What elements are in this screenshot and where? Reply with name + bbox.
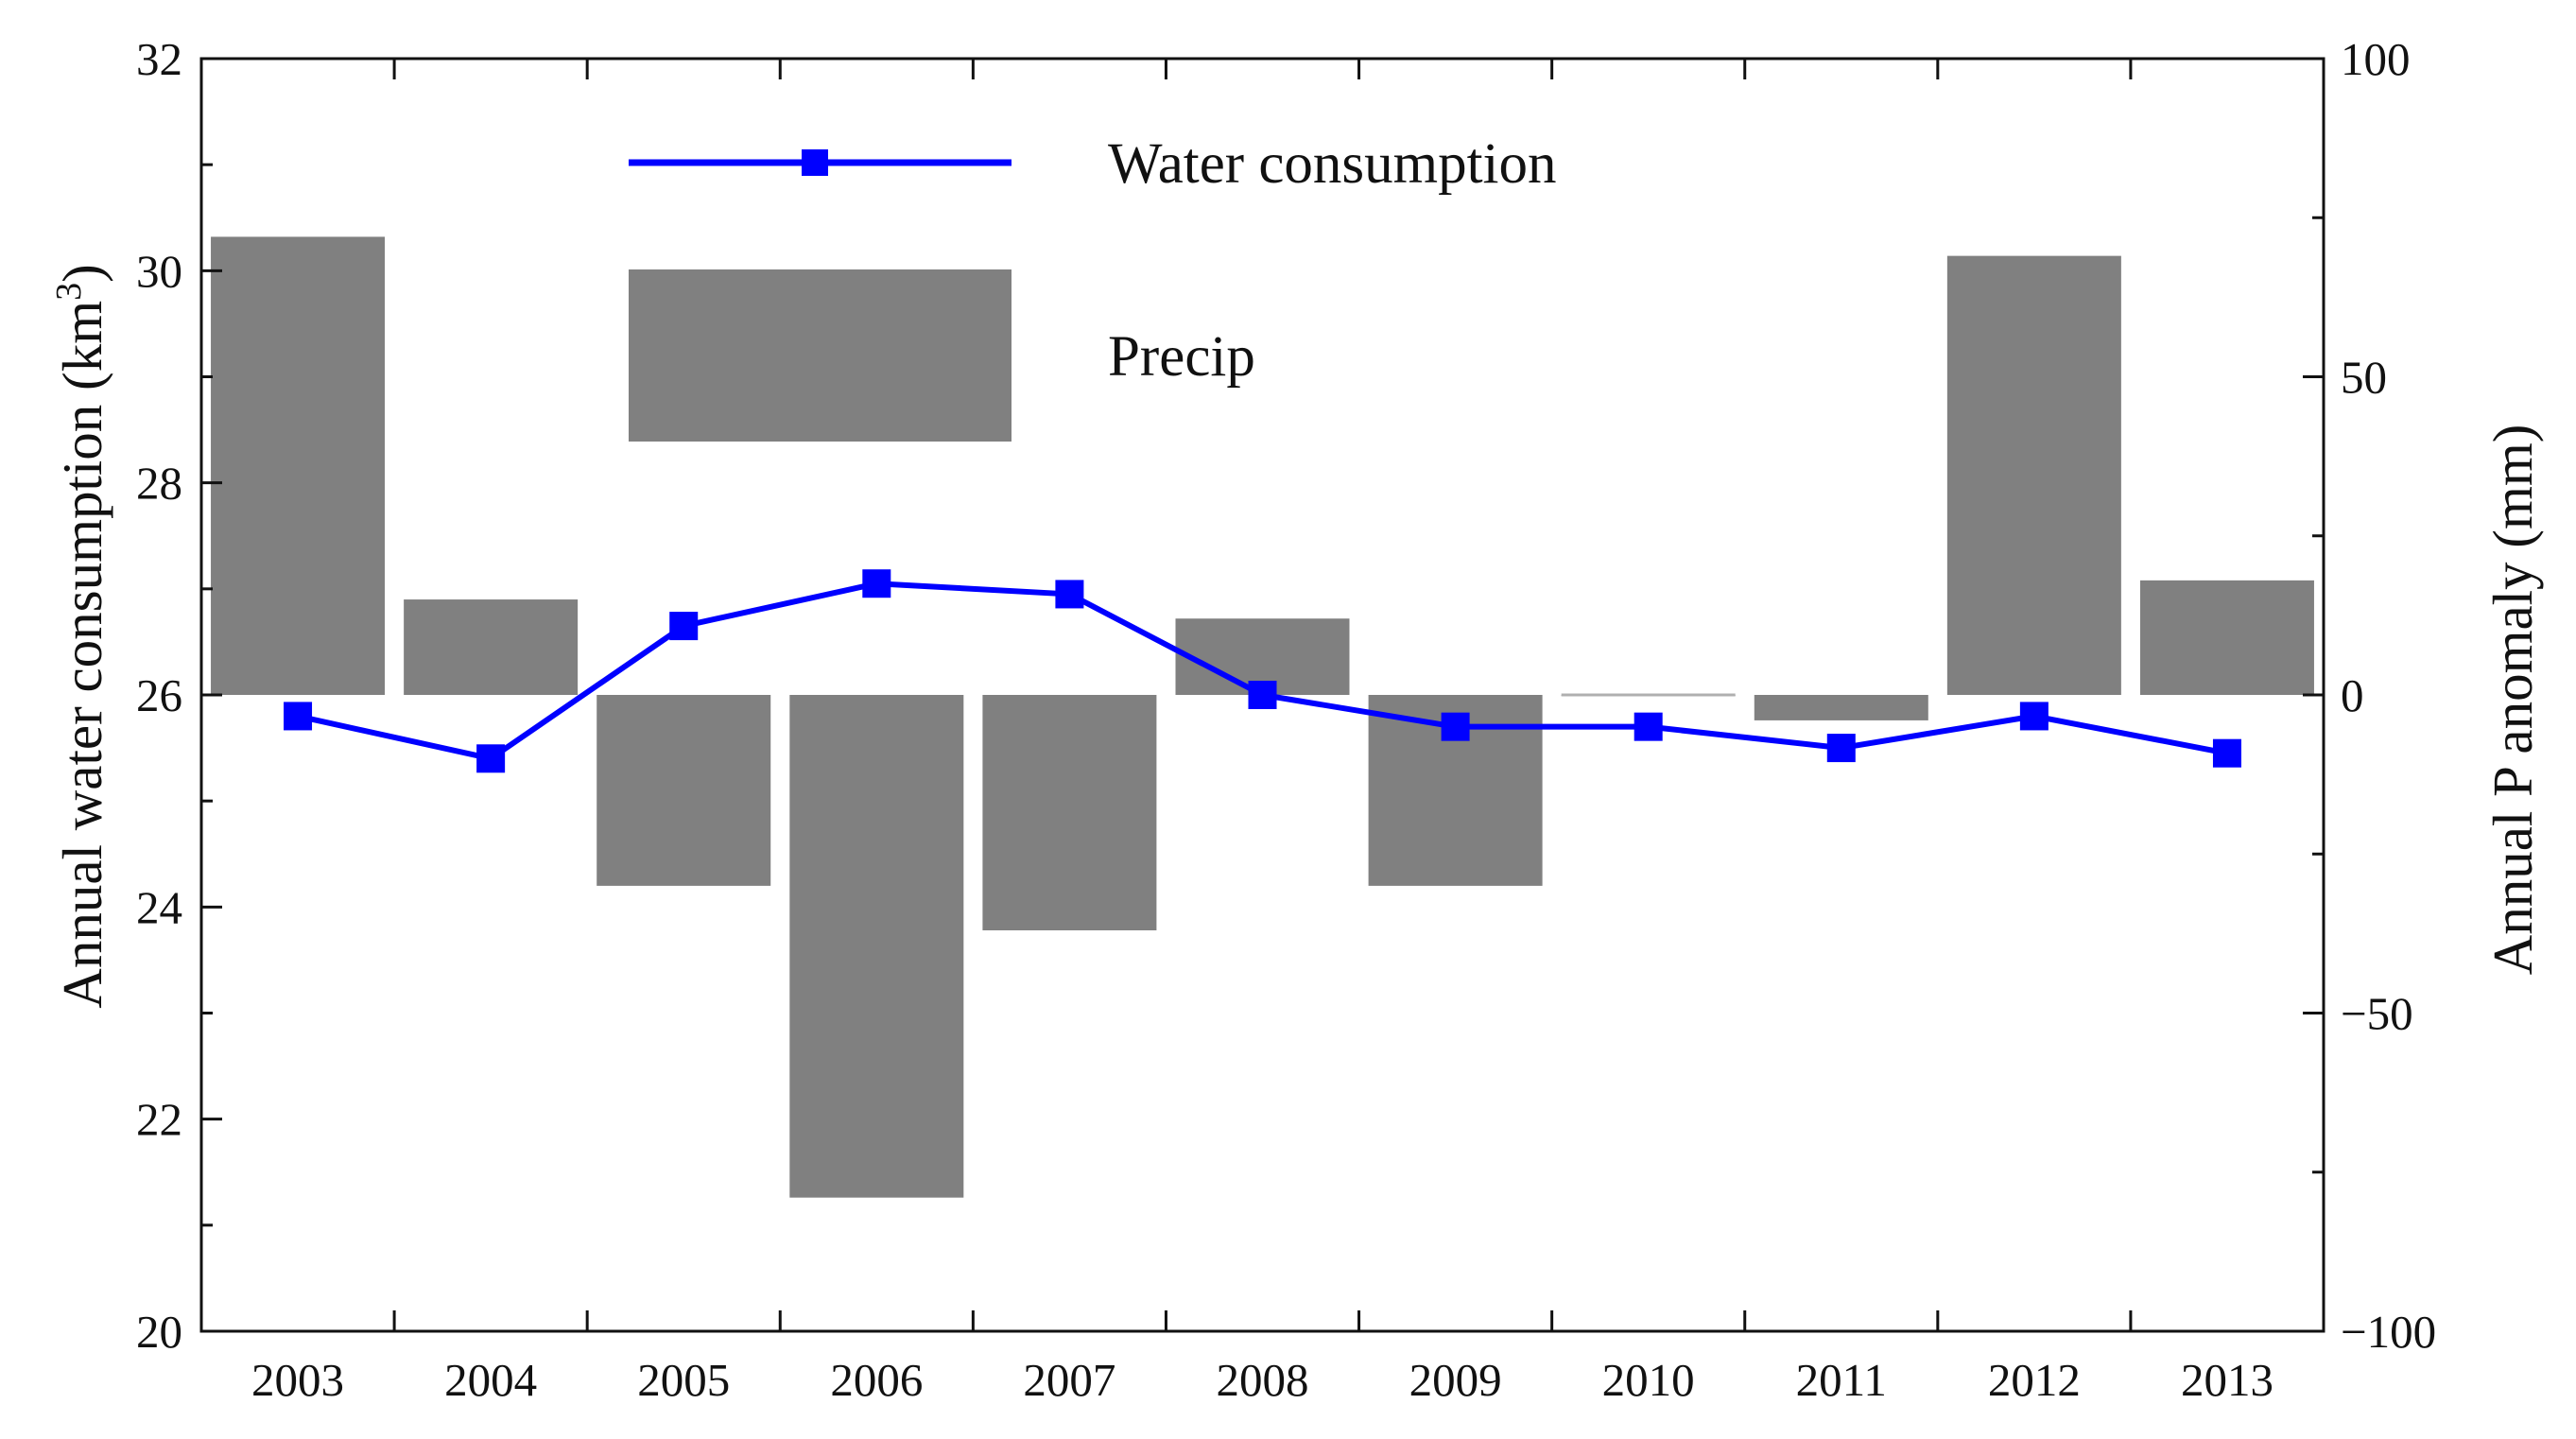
- water-consumption-point-2011: [1826, 734, 1856, 763]
- water-consumption-point-2012: [2019, 702, 2049, 731]
- x-tick-label-2004: 2004: [444, 1354, 537, 1406]
- y-left-tick-label-26: 26: [136, 669, 182, 721]
- precip-bar-2005: [596, 695, 771, 886]
- water-consumption-point-2006: [862, 569, 891, 598]
- y-left-tick-label-30: 30: [136, 245, 182, 297]
- legend-line-marker: [802, 149, 828, 176]
- y-left-tick-label-20: 20: [136, 1306, 182, 1358]
- x-tick-label-2007: 2007: [1023, 1354, 1115, 1406]
- water-consumption-point-2010: [1634, 712, 1663, 741]
- x-tick-label-2006: 2006: [830, 1354, 923, 1406]
- precip-bar-2012: [1946, 255, 2121, 695]
- precip-bars: [211, 236, 2314, 1198]
- precip-bar-2003: [211, 236, 386, 695]
- tick-labels: 20 22 24 26 28 30 32 −100 −50 0 50 100 2003 2004 2005 2…: [136, 33, 2436, 1406]
- legend-label-precip: Precip: [1108, 325, 1255, 389]
- y-left-tick-label-22: 22: [136, 1094, 182, 1146]
- legend-label-water-consumption: Water consumption: [1108, 132, 1557, 196]
- precip-bar-2007: [982, 695, 1157, 931]
- x-tick-label-2008: 2008: [1217, 1354, 1309, 1406]
- water-consumption-point-2007: [1055, 580, 1084, 609]
- water-consumption-point-2008: [1248, 681, 1277, 709]
- x-tick-label-2012: 2012: [1988, 1354, 2081, 1406]
- x-tick-label-2011: 2011: [1796, 1354, 1887, 1406]
- y-right-tick-label-−50: −50: [2341, 988, 2413, 1040]
- y-right-tick-label-−100: −100: [2341, 1306, 2436, 1358]
- x-tick-label-2010: 2010: [1602, 1354, 1695, 1406]
- water-consumption-point-2013: [2212, 738, 2241, 768]
- x-tick-label-2003: 2003: [251, 1354, 344, 1406]
- water-consumption-point-2004: [476, 744, 506, 773]
- y-axis-title-left: Annual water consumption (km3): [49, 264, 113, 1008]
- y-left-tick-label-24: 24: [136, 881, 182, 933]
- y-right-tick-label-0: 0: [2341, 669, 2364, 721]
- precip-bar-2006: [789, 695, 964, 1198]
- legend: Water consumption Precip: [629, 132, 1557, 442]
- y-right-tick-label-50: 50: [2341, 352, 2387, 404]
- precip-bar-2004: [404, 599, 579, 695]
- axis-ticks: [201, 57, 2324, 1333]
- precip-bar-2013: [2139, 580, 2314, 695]
- water-consumption-point-2005: [669, 612, 699, 641]
- y-right-tick-label-100: 100: [2341, 33, 2411, 85]
- x-tick-label-2013: 2013: [2181, 1354, 2273, 1406]
- x-tick-label-2005: 2005: [637, 1354, 730, 1406]
- x-tick-label-2009: 2009: [1409, 1354, 1502, 1406]
- water-consumption-point-2003: [284, 702, 313, 731]
- precip-bar-2011: [1754, 695, 1928, 720]
- y-left-tick-label-32: 32: [136, 33, 182, 85]
- y-axis-title-right: Annual P anomaly (mm): [2481, 425, 2544, 976]
- water-consumption-series: [284, 569, 2241, 773]
- legend-bar-swatch: [629, 269, 1011, 442]
- water-consumption-point-2009: [1441, 712, 1470, 741]
- y-left-tick-label-28: 28: [136, 458, 182, 510]
